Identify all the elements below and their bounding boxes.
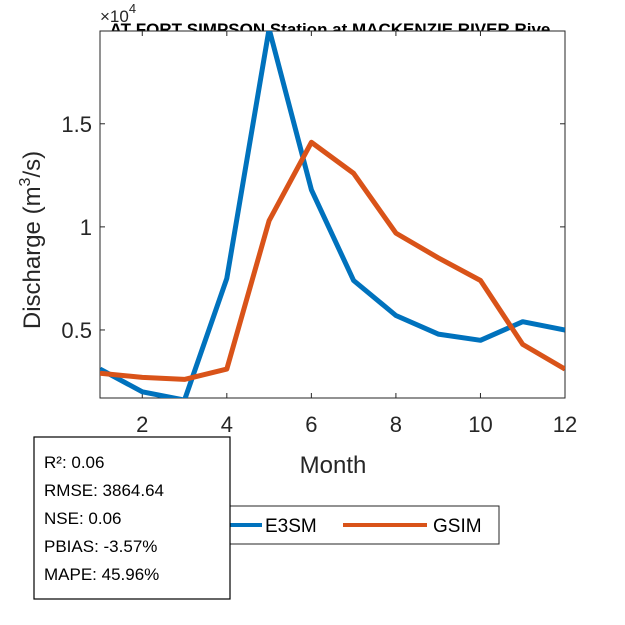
stat-rmse: RMSE: 3864.64 <box>44 481 164 500</box>
series-line-gsim <box>100 139 565 382</box>
series-layer <box>100 31 565 398</box>
stat-mape: MAPE: 45.96% <box>44 565 159 584</box>
y-tick-label: 1.5 <box>61 112 92 137</box>
x-tick-label: 2 <box>136 412 148 437</box>
legend-label-gsim: GSIM <box>433 516 482 537</box>
y-axis-label: Discharge (m3/s) <box>17 151 46 329</box>
y-axis: 0.5 1 1.5 <box>61 112 565 343</box>
x-tick-label: 4 <box>221 412 233 437</box>
y-exponent-label: ×104 <box>100 1 136 26</box>
y-tick-label: 1 <box>80 215 92 240</box>
x-tick-label: 12 <box>553 412 577 437</box>
stats-box-frame <box>33 436 231 600</box>
stat-pbias: PBIAS: -3.57% <box>44 537 157 556</box>
legend: E3SM GSIM <box>211 505 500 545</box>
plot-area <box>99 30 566 399</box>
y-tick-label: 0.5 <box>61 318 92 343</box>
stat-nse: NSE: 0.06 <box>44 509 122 528</box>
series-line-e3sm <box>100 31 565 398</box>
x-tick-label: 8 <box>390 412 402 437</box>
legend-label-e3sm: E3SM <box>265 516 317 537</box>
x-tick-label: 6 <box>305 412 317 437</box>
stats-box: R²: 0.06 RMSE: 3864.64 NSE: 0.06 PBIAS: … <box>33 436 231 600</box>
x-axis-label: Month <box>300 452 367 479</box>
x-tick-label: 10 <box>468 412 492 437</box>
stat-r2: R²: 0.06 <box>44 453 104 472</box>
x-axis: 2 4 6 8 10 12 <box>136 31 577 437</box>
